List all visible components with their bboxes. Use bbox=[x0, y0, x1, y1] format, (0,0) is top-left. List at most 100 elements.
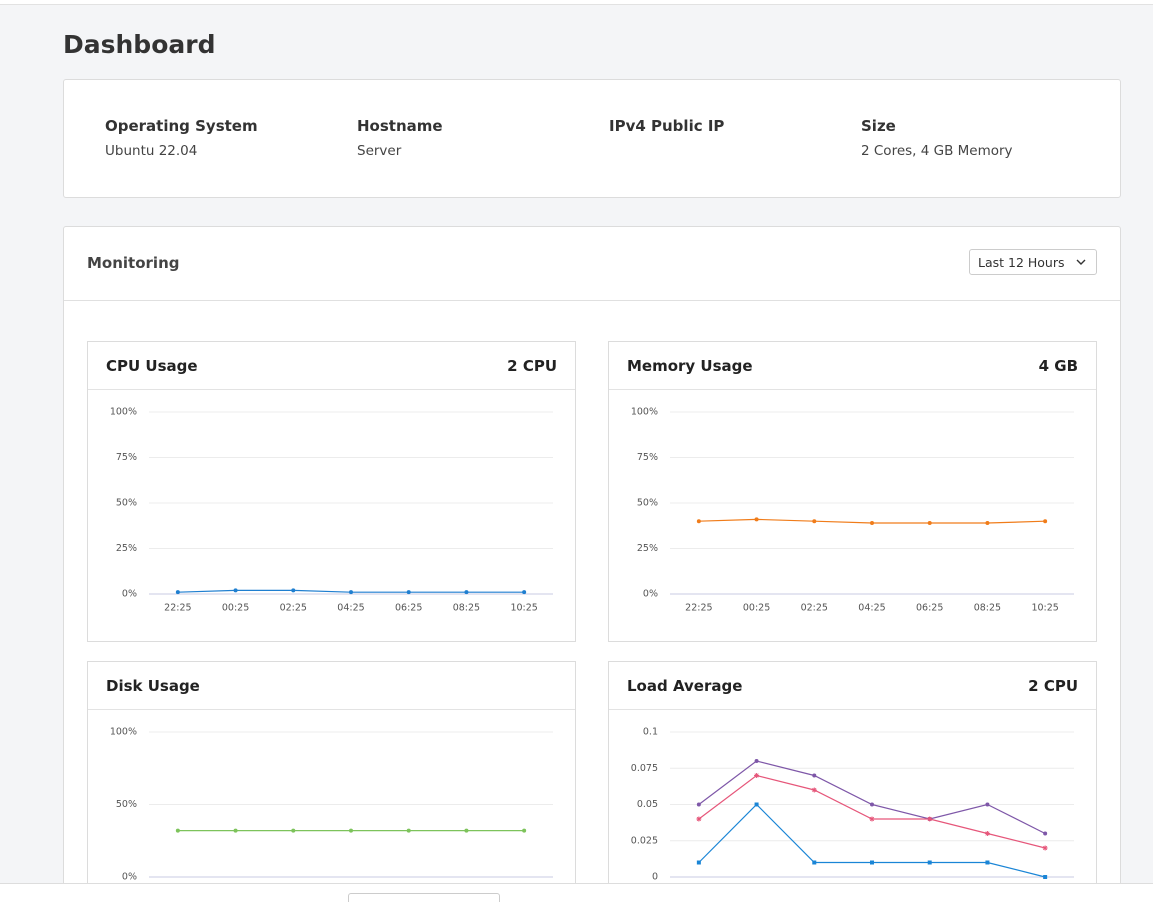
point bbox=[233, 828, 238, 833]
y-tick-label: 25% bbox=[637, 543, 658, 554]
info-value: Server bbox=[357, 143, 402, 159]
chart-badge: 4 GB bbox=[1038, 357, 1078, 375]
point bbox=[1043, 831, 1048, 836]
x-tick-label: 06:25 bbox=[395, 603, 422, 614]
info-label: Hostname bbox=[357, 117, 443, 135]
chart-title: Memory Usage bbox=[627, 357, 753, 375]
x-tick-label: 00:25 bbox=[743, 603, 770, 614]
point bbox=[812, 519, 817, 524]
chart-title: CPU Usage bbox=[106, 357, 198, 375]
y-tick-label: 100% bbox=[631, 407, 658, 418]
y-tick-label: 25% bbox=[116, 543, 137, 554]
info-label: Operating System bbox=[105, 117, 258, 135]
x-tick-label: 02:25 bbox=[801, 603, 828, 614]
y-tick-label: 100% bbox=[110, 407, 137, 418]
y-tick-label: 100% bbox=[110, 727, 137, 738]
point bbox=[754, 773, 760, 778]
series-line bbox=[698, 760, 1046, 835]
top-bar bbox=[0, 0, 1153, 5]
chart: 0% 50% 100% bbox=[110, 727, 553, 883]
y-tick-label: 0.05 bbox=[637, 799, 658, 810]
point bbox=[291, 588, 296, 593]
page-title: Dashboard bbox=[63, 30, 216, 59]
point bbox=[522, 828, 527, 833]
info-value: Ubuntu 22.04 bbox=[105, 143, 198, 159]
x-tick-label: 06:25 bbox=[916, 603, 943, 614]
x-tick-label: 08:25 bbox=[453, 603, 480, 614]
chart-badge: 2 CPU bbox=[507, 357, 557, 375]
point bbox=[406, 590, 411, 595]
point bbox=[175, 590, 180, 595]
point bbox=[812, 773, 817, 778]
y-tick-label: 0.025 bbox=[631, 835, 658, 846]
point bbox=[985, 521, 990, 526]
point bbox=[349, 828, 353, 833]
chart-panel: Load Average 2 CPU 0 0.025 0.05 0.075 0.1 bbox=[608, 661, 1097, 902]
chart-panel: Memory Usage 4 GB 0% 25% 50% 75% 100% 22:25 00… bbox=[608, 341, 1097, 642]
y-tick-label: 0 bbox=[652, 872, 658, 883]
monitoring-title: Monitoring bbox=[87, 254, 180, 272]
chart-title: Load Average bbox=[627, 677, 743, 695]
point bbox=[984, 831, 990, 836]
footer-bar bbox=[0, 883, 1153, 902]
x-tick-label: 10:25 bbox=[1031, 603, 1058, 614]
info-label: Size bbox=[861, 117, 896, 135]
chart-title: Disk Usage bbox=[106, 677, 200, 695]
point bbox=[1043, 519, 1048, 524]
point bbox=[696, 802, 701, 807]
point bbox=[175, 828, 180, 833]
y-tick-label: 50% bbox=[116, 799, 137, 810]
point bbox=[406, 828, 411, 833]
chevron bbox=[1076, 259, 1086, 265]
point bbox=[754, 759, 759, 763]
chart: 0% 25% 50% 75% 100% 22:25 00:25 02:25 04:25 06:25… bbox=[631, 407, 1074, 614]
divider bbox=[609, 389, 1096, 390]
y-tick-label: 75% bbox=[116, 452, 137, 463]
y-tick-label: 0% bbox=[122, 589, 137, 600]
y-tick-label: 75% bbox=[637, 452, 658, 463]
info-value: 2 Cores, 4 GB Memory bbox=[861, 143, 1013, 159]
chart: 0 0.025 0.05 0.075 0.1 bbox=[631, 727, 1074, 883]
x-tick-label: 08:25 bbox=[974, 603, 1001, 614]
chart-panel: Disk Usage 0% 50% 100% bbox=[87, 661, 576, 902]
y-tick-label: 0.075 bbox=[631, 763, 658, 774]
x-tick-label: 02:25 bbox=[280, 603, 307, 614]
chart-panel: CPU Usage 2 CPU 0% 25% 50% 75% 100% 22:25 00:2… bbox=[87, 341, 576, 642]
point bbox=[754, 802, 759, 807]
point bbox=[985, 802, 990, 807]
point bbox=[233, 588, 238, 593]
y-tick-label: 50% bbox=[116, 498, 137, 509]
point bbox=[985, 860, 990, 865]
point bbox=[291, 828, 296, 833]
x-tick-label: 10:25 bbox=[510, 603, 537, 614]
chart-badge: 2 CPU bbox=[1028, 677, 1078, 695]
point bbox=[696, 519, 701, 524]
divider bbox=[88, 709, 575, 710]
range-dropdown[interactable]: Last 12 Hours bbox=[969, 249, 1097, 275]
info-card: Operating System Ubuntu 22.04 Hostname S… bbox=[63, 79, 1121, 198]
y-tick-label: 0% bbox=[122, 872, 137, 883]
range-label: Last 12 Hours bbox=[978, 255, 1065, 270]
x-tick-label: 22:25 bbox=[685, 603, 712, 614]
point bbox=[869, 816, 875, 822]
point bbox=[870, 521, 874, 526]
point bbox=[464, 828, 469, 833]
y-tick-label: 0.1 bbox=[643, 727, 658, 738]
footer-box bbox=[348, 893, 500, 902]
divider bbox=[64, 300, 1120, 301]
x-tick-label: 00:25 bbox=[222, 603, 249, 614]
point bbox=[870, 802, 874, 807]
x-tick-label: 04:25 bbox=[858, 603, 885, 614]
point bbox=[522, 590, 527, 595]
series-line bbox=[698, 774, 1046, 849]
point bbox=[696, 860, 701, 865]
point bbox=[1042, 845, 1048, 851]
point bbox=[927, 521, 932, 526]
x-tick-label: 04:25 bbox=[337, 603, 364, 614]
point bbox=[927, 860, 932, 865]
y-tick-label: 50% bbox=[637, 498, 658, 509]
point bbox=[696, 816, 702, 822]
point bbox=[870, 860, 874, 865]
point bbox=[1043, 875, 1048, 879]
